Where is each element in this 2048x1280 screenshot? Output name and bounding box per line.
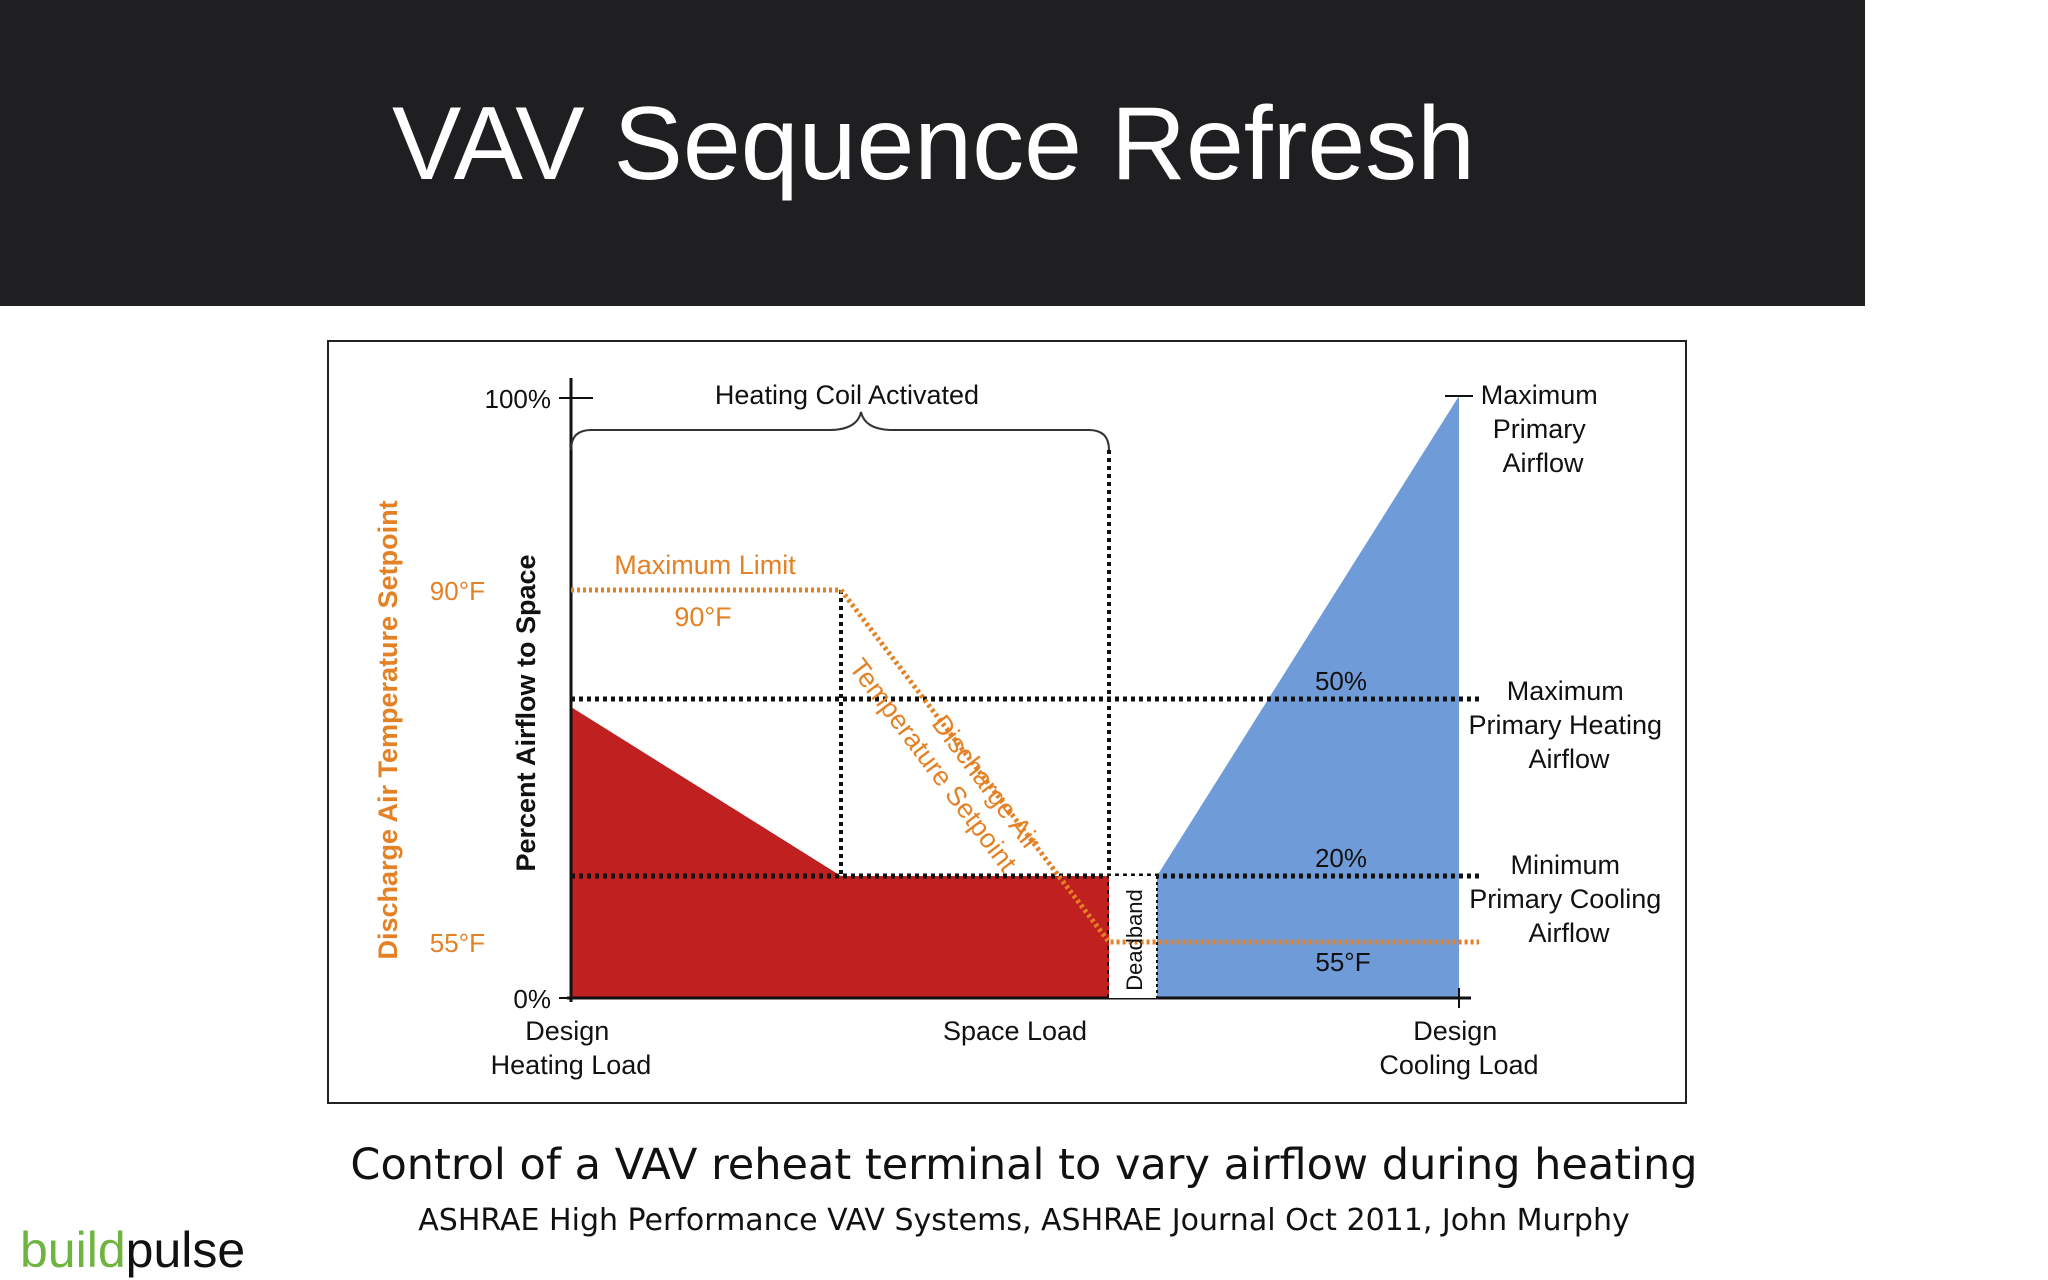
slide-title: VAV Sequence Refresh: [392, 86, 1476, 202]
logo-part-pulse: pulse: [125, 1222, 246, 1278]
temp-axis-title: Discharge Air Temperature Setpoint: [373, 500, 403, 959]
max-heating-line3: Airflow: [1528, 744, 1610, 774]
min-cooling-line2: Primary Cooling: [1469, 884, 1661, 914]
figure-source: ASHRAE High Performance VAV Systems, ASH…: [418, 1203, 1630, 1238]
deadband-label: Deadband: [1122, 889, 1147, 991]
heating-coil-brace: [570, 411, 1110, 451]
y-tick-100-label: 100%: [485, 384, 552, 414]
temp-tick-55-label: 55°F: [430, 928, 485, 958]
diagram-canvas: 100% 0% 90°F 55°F Percent Airflow to Spa…: [373, 378, 1669, 1080]
x-label-left-line1: Design: [525, 1016, 609, 1046]
y-axis-title: Percent Airflow to Space: [511, 554, 541, 871]
deadband-band: [1109, 876, 1157, 998]
heating-airflow-region: [571, 707, 1109, 998]
max-primary-line2: Primary: [1493, 414, 1586, 444]
temp-tick-90-label: 90°F: [430, 576, 485, 606]
x-label-right-line2: Cooling Load: [1379, 1050, 1538, 1080]
x-label-right-line1: Design: [1413, 1016, 1497, 1046]
min-cooling-airflow-label: Minimum Primary Cooling Airflow: [1469, 850, 1669, 948]
dat-setpoint-label-line2: Temperature Setpoint: [843, 653, 1023, 878]
figure-caption: Control of a VAV reheat terminal to vary…: [350, 1140, 1698, 1190]
vav-sequence-diagram: 100% 0% 90°F 55°F Percent Airflow to Spa…: [327, 340, 1687, 1104]
x-label-left-line2: Heating Load: [491, 1050, 652, 1080]
x-label-design-heating: Design Heating Load: [491, 1016, 652, 1080]
y-tick-0-label: 0%: [513, 984, 551, 1014]
max-primary-airflow-label: Maximum Primary Airflow: [1481, 380, 1606, 478]
max-primary-line3: Airflow: [1502, 448, 1584, 478]
max-heating-airflow-label: Maximum Primary Heating Airflow: [1468, 676, 1669, 774]
max-limit-value: 90°F: [674, 602, 731, 632]
dat-setpoint-label-group: Discharge Air Temperature Setpoint: [843, 653, 1046, 878]
max-limit-label: Maximum Limit: [614, 550, 796, 580]
temp-55-right-label: 55°F: [1315, 947, 1370, 977]
slide-header: VAV Sequence Refresh: [0, 0, 1865, 306]
heating-coil-label: Heating Coil Activated: [715, 380, 979, 410]
discharge-air-temp-setpoint-line: [571, 587, 1479, 945]
buildpulse-logo: buildpulse: [20, 1225, 245, 1275]
max-heating-line1: Maximum: [1507, 676, 1624, 706]
min-cooling-line3: Airflow: [1528, 918, 1610, 948]
pct-20-label: 20%: [1315, 843, 1367, 873]
x-label-space-load: Space Load: [943, 1016, 1087, 1046]
min-cooling-line1: Minimum: [1510, 850, 1620, 880]
max-heating-line2: Primary Heating: [1468, 710, 1662, 740]
max-primary-line1: Maximum: [1481, 380, 1598, 410]
x-label-design-cooling: Design Cooling Load: [1379, 1016, 1538, 1080]
logo-part-build: build: [20, 1222, 126, 1278]
pct-50-label: 50%: [1315, 666, 1367, 696]
